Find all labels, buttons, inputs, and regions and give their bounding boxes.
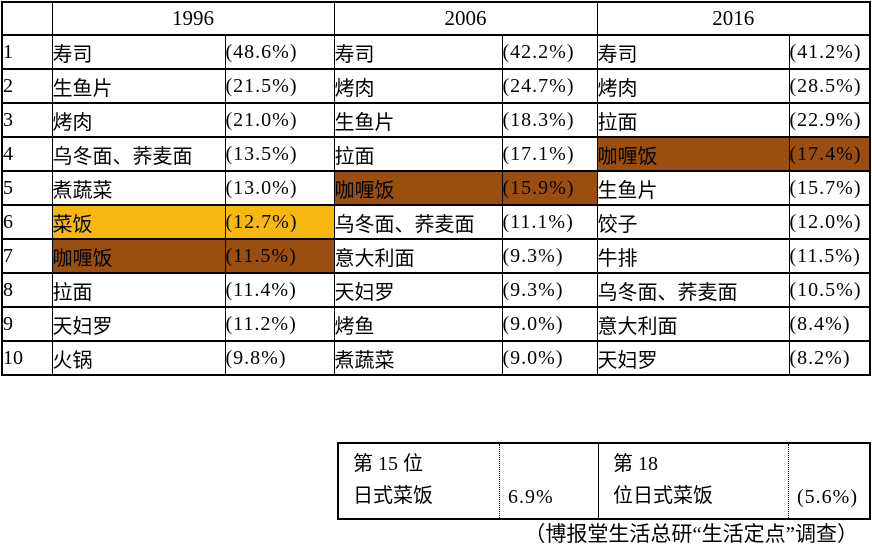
percent-cell: (8.2%) [788,340,871,376]
table-row: 7 咖喱饭 (11.5%) 意大利面 (9.3%) 牛排 (11.5%) [1,238,871,274]
item-cell: 天妇罗 [333,272,503,308]
ranking-table: 1996 2006 2016 1 寿司 (48.6%) 寿司 (42.2%) 寿司 (41.… [1,1,871,376]
percent-cell: (21.5%) [224,68,335,104]
extra-item-2006: 第 15 位 日式菜饭 [339,444,500,518]
item-cell: 拉面 [333,136,503,172]
item-cell: 烤肉 [596,68,790,104]
rank-cell: 2 [1,68,53,104]
year-header-2016: 2016 [596,1,871,36]
table-row: 3 烤肉 (21.0%) 生鱼片 (18.3%) 拉面 (22.9%) [1,102,871,138]
percent-cell: (15.7%) [788,170,871,206]
extra-item-2016: 第 18 位日式菜饭 [599,444,789,518]
item-cell: 天妇罗 [596,340,790,376]
item-cell-highlighted: 咖喱饭 [596,136,790,172]
below-top10-box: 第 15 位 日式菜饭 6.9% 第 18 位日式菜饭 (5.6%) [337,442,871,520]
rank-cell: 3 [1,102,53,138]
percent-cell: (9.8%) [224,340,335,376]
percent-cell: (11.4%) [224,272,335,308]
percent-cell: (28.5%) [788,68,871,104]
item-cell-highlighted: 咖喱饭 [51,238,226,274]
percent-cell-highlighted: (11.5%) [224,238,335,274]
rank-cell: 10 [1,340,53,376]
extra-rank-label-2006: 第 15 位 [353,453,423,475]
item-cell-highlighted: 咖喱饭 [333,170,503,206]
table-row: 10 火锅 (9.8%) 煮蔬菜 (9.0%) 天妇罗 (8.2%) [1,340,871,376]
rank-column-header [1,1,53,36]
percent-cell: (17.1%) [501,136,598,172]
source-note: （博报堂生活总研“生活定点”调查） [524,522,858,546]
percent-cell-highlighted: (15.9%) [501,170,598,206]
item-cell: 乌冬面、荞麦面 [596,272,790,308]
rank-cell: 1 [1,34,53,70]
percent-cell: (21.0%) [224,102,335,138]
percent-cell: (18.3%) [501,102,598,138]
item-cell: 煮蔬菜 [333,340,503,376]
rank-cell: 6 [1,204,53,240]
percent-cell: (9.3%) [501,272,598,308]
table-row: 5 煮蔬菜 (13.0%) 咖喱饭 (15.9%) 生鱼片 (15.7%) [1,170,871,206]
item-cell-highlighted: 菜饭 [51,204,226,240]
item-cell: 寿司 [596,34,790,70]
item-cell: 生鱼片 [596,170,790,206]
table-row: 4 乌冬面、荞麦面 (13.5%) 拉面 (17.1%) 咖喱饭 (17.4%) [1,136,871,172]
year-header-1996: 1996 [51,1,335,36]
table-row: 1 寿司 (48.6%) 寿司 (42.2%) 寿司 (41.2%) [1,34,871,70]
percent-cell: (11.2%) [224,306,335,342]
percent-cell-highlighted: (17.4%) [788,136,871,172]
percent-cell: (12.0%) [788,204,871,240]
item-cell: 意大利面 [333,238,503,274]
item-cell: 乌冬面、荞麦面 [51,136,226,172]
rank-cell: 8 [1,272,53,308]
item-cell: 烤肉 [333,68,503,104]
percent-cell: (24.7%) [501,68,598,104]
table-row: 6 菜饭 (12.7%) 乌冬面、荞麦面 (11.1%) 饺子 (12.0%) [1,204,871,240]
item-cell: 乌冬面、荞麦面 [333,204,503,240]
item-cell: 烤肉 [51,102,226,138]
percent-cell: (22.9%) [788,102,871,138]
extra-item-label-2006: 日式菜饭 [353,485,433,507]
year-header-2006: 2006 [333,1,598,36]
percent-cell: (11.1%) [501,204,598,240]
header-row: 1996 2006 2016 [1,1,871,36]
rank-cell: 5 [1,170,53,206]
extra-percent-2006: 6.9% [500,444,599,518]
percent-cell: (13.0%) [224,170,335,206]
ranking-rows: 1 寿司 (48.6%) 寿司 (42.2%) 寿司 (41.2%) 2 生鱼片 (21.5%) 烤… [1,34,871,376]
percent-cell: (10.5%) [788,272,871,308]
extra-rank-label-2016: 第 18 [613,453,658,475]
percent-cell: (42.2%) [501,34,598,70]
item-cell: 生鱼片 [333,102,503,138]
item-cell: 牛排 [596,238,790,274]
extra-percent-2016: (5.6%) [797,486,858,508]
percent-cell: (13.5%) [224,136,335,172]
rank-cell: 4 [1,136,53,172]
item-cell: 寿司 [51,34,226,70]
percent-cell: (48.6%) [224,34,335,70]
rank-cell: 9 [1,306,53,342]
percent-cell: (8.4%) [788,306,871,342]
percent-cell: (41.2%) [788,34,871,70]
table-row: 2 生鱼片 (21.5%) 烤肉 (24.7%) 烤肉 (28.5%) [1,68,871,104]
item-cell: 意大利面 [596,306,790,342]
percent-cell: (9.0%) [501,306,598,342]
table-row: 9 天妇罗 (11.2%) 烤鱼 (9.0%) 意大利面 (8.4%) [1,306,871,342]
percent-cell-highlighted: (12.7%) [224,204,335,240]
item-cell: 寿司 [333,34,503,70]
percent-cell: (11.5%) [788,238,871,274]
percent-cell: (9.3%) [501,238,598,274]
item-cell: 火锅 [51,340,226,376]
table-row: 8 拉面 (11.4%) 天妇罗 (9.3%) 乌冬面、荞麦面 (10.5%) [1,272,871,308]
rank-cell: 7 [1,238,53,274]
item-cell: 拉面 [51,272,226,308]
item-cell: 生鱼片 [51,68,226,104]
item-cell: 拉面 [596,102,790,138]
extra-item-label-2016: 位日式菜饭 [613,485,713,507]
item-cell: 煮蔬菜 [51,170,226,206]
percent-cell: (9.0%) [501,340,598,376]
item-cell: 饺子 [596,204,790,240]
item-cell: 天妇罗 [51,306,226,342]
item-cell: 烤鱼 [333,306,503,342]
